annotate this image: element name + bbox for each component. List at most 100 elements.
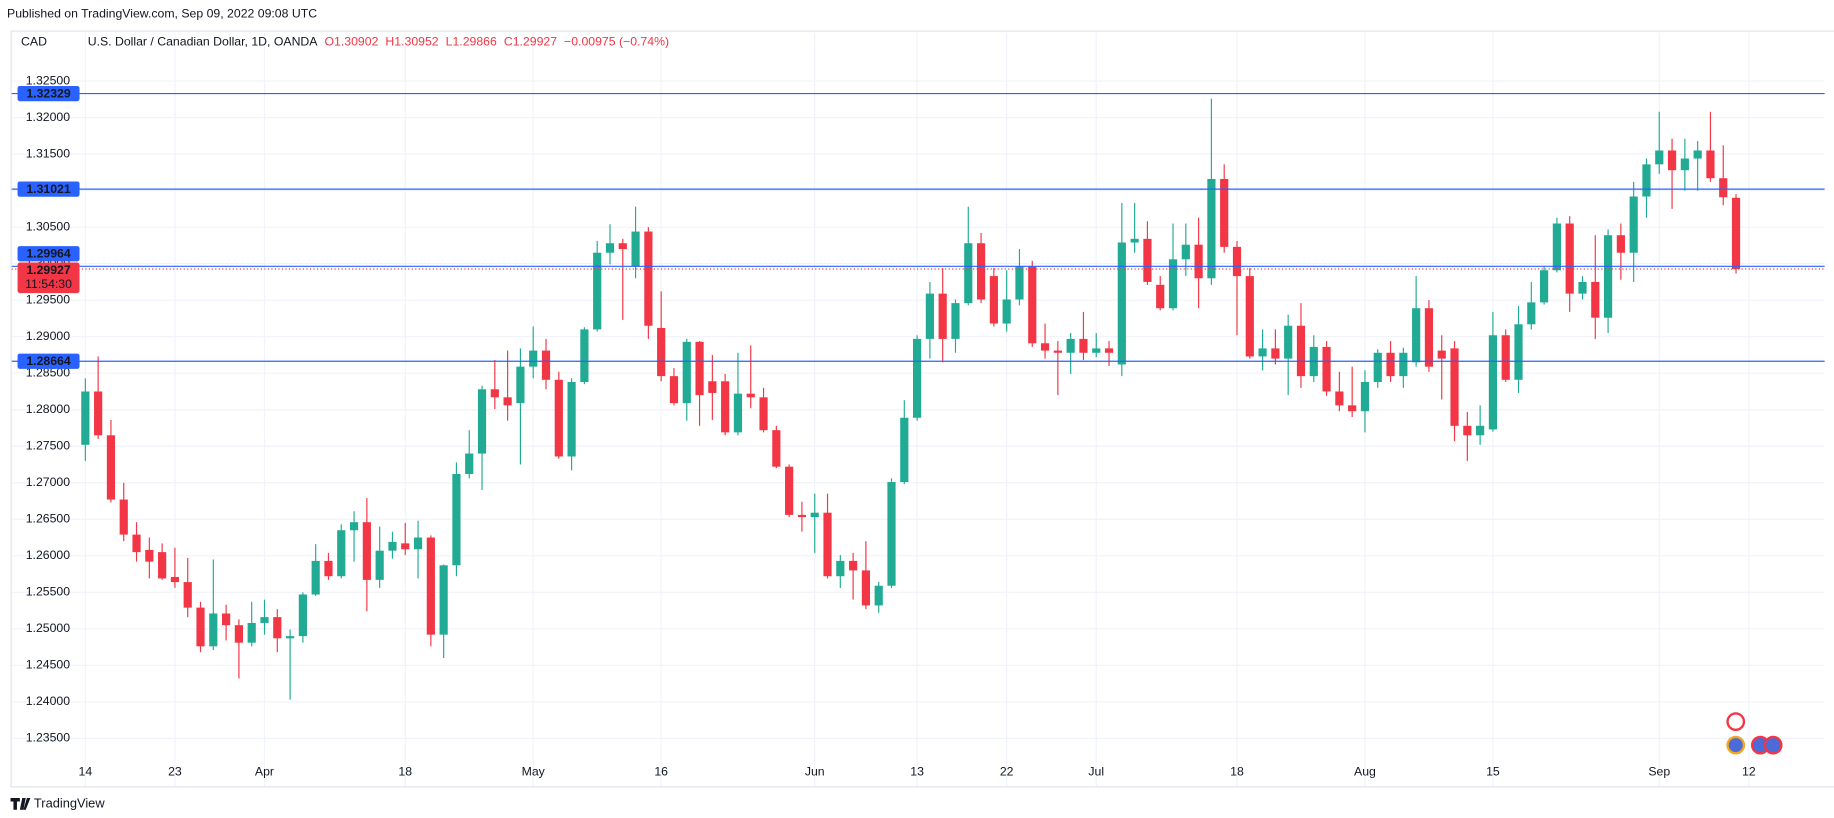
low-value: L1.29866 [446, 35, 497, 49]
candle-body [849, 560, 858, 571]
candle-body [1706, 150, 1715, 179]
candle-body [1437, 350, 1446, 359]
candle-body [1514, 324, 1523, 380]
candle-body [951, 303, 960, 339]
candle-body [836, 560, 845, 577]
x-tick-label: Sep [1648, 764, 1670, 778]
event-icons [1726, 712, 1783, 755]
change-value: −0.00975 (−0.74%) [564, 35, 669, 49]
x-tick-label: Jul [1088, 764, 1104, 778]
candle-body [222, 613, 231, 626]
y-tick-label: 1.30500 [26, 219, 71, 233]
y-tick-label: 1.29500 [26, 292, 71, 306]
candle-body [772, 430, 781, 467]
candle-body [1424, 308, 1434, 367]
candle-body [490, 389, 499, 398]
candle-body [1655, 150, 1664, 165]
candle-body [861, 570, 871, 606]
candle-body [1053, 350, 1062, 353]
candle-body [554, 379, 563, 457]
flag-icon [1726, 735, 1746, 755]
candle-body [1245, 276, 1254, 357]
candle-body [1335, 391, 1344, 406]
candle-body [337, 530, 346, 577]
candle-body [746, 393, 755, 398]
candle-body [644, 231, 653, 326]
y-tick-label: 1.29000 [26, 329, 71, 343]
currency-label: CAD [21, 35, 47, 49]
published-note: Published on TradingView.com, Sep 09, 20… [7, 6, 317, 20]
brand-name: TradingView [34, 795, 105, 810]
candle-body [1258, 348, 1267, 357]
candle-body [1527, 302, 1536, 325]
candle-body [657, 327, 666, 377]
candle-body [145, 549, 154, 562]
candle-body [810, 512, 819, 518]
candle-body [874, 585, 883, 606]
candle-body [1002, 299, 1011, 324]
candle-body [234, 625, 243, 643]
candle-body [567, 381, 576, 457]
candle-body [900, 417, 909, 483]
candle-body [1386, 352, 1395, 377]
price-label: 1.32329 [26, 86, 71, 100]
candle-body [1463, 425, 1472, 436]
candle-body [388, 541, 397, 551]
y-tick-label: 1.28500 [26, 365, 71, 379]
candle-body [1194, 244, 1203, 279]
axis-labels: 1.325001.320001.315001.310001.305001.300… [17, 73, 1756, 778]
candle-body [1540, 270, 1549, 303]
candle-body [733, 393, 743, 433]
candle-body [132, 534, 141, 553]
candle-body [1731, 197, 1741, 270]
price-label-bg [17, 181, 80, 197]
candle-body [1015, 266, 1024, 300]
candle-body [1680, 158, 1689, 171]
candle-body [887, 482, 896, 586]
candle-body [605, 243, 615, 253]
x-tick-label: 12 [1742, 764, 1756, 778]
candle-body [196, 607, 205, 647]
y-tick-label: 1.27500 [26, 438, 71, 452]
candle-body [413, 537, 423, 550]
candle-body [170, 576, 180, 583]
candle-body [1079, 338, 1088, 353]
x-tick-label: Jun [805, 764, 825, 778]
x-tick-label: 22 [1000, 764, 1014, 778]
x-tick-label: 14 [79, 764, 93, 778]
candle-body [1220, 178, 1229, 247]
candle-body [503, 397, 512, 406]
candle-body [1130, 238, 1139, 243]
candle-body [106, 435, 116, 500]
candle-body [1412, 308, 1421, 363]
candle-body [247, 622, 256, 643]
candle-body [1552, 223, 1561, 271]
y-tick-label: 1.24000 [26, 694, 71, 708]
price-label: 1.31021 [26, 182, 71, 196]
candle-body [516, 366, 525, 404]
candle-body [1603, 235, 1613, 318]
x-tick-label: Apr [255, 764, 274, 778]
candle-body [1578, 281, 1587, 294]
candle-body [925, 293, 934, 339]
candle-body [94, 391, 103, 436]
candle-body [465, 453, 474, 474]
price-label: 1.29964 [26, 247, 71, 261]
y-tick-label: 1.27000 [26, 475, 71, 489]
candle-body [1322, 346, 1331, 392]
x-tick-label: 18 [1230, 764, 1244, 778]
candle-body [1066, 338, 1075, 353]
candle-body [1207, 178, 1216, 279]
candle-body [285, 636, 295, 639]
plot [11, 93, 1825, 700]
candle-body [1373, 352, 1382, 382]
candle-body [541, 350, 551, 380]
candle-body [708, 381, 717, 393]
candle-body [1296, 325, 1306, 377]
countdown-label: 11:54:30 [25, 277, 72, 291]
candle-body [439, 565, 448, 635]
x-tick-label: May [522, 764, 546, 778]
chart-title: U.S. Dollar / Canadian Dollar, 1D, OANDA [88, 35, 319, 49]
candle-body [1117, 242, 1126, 365]
